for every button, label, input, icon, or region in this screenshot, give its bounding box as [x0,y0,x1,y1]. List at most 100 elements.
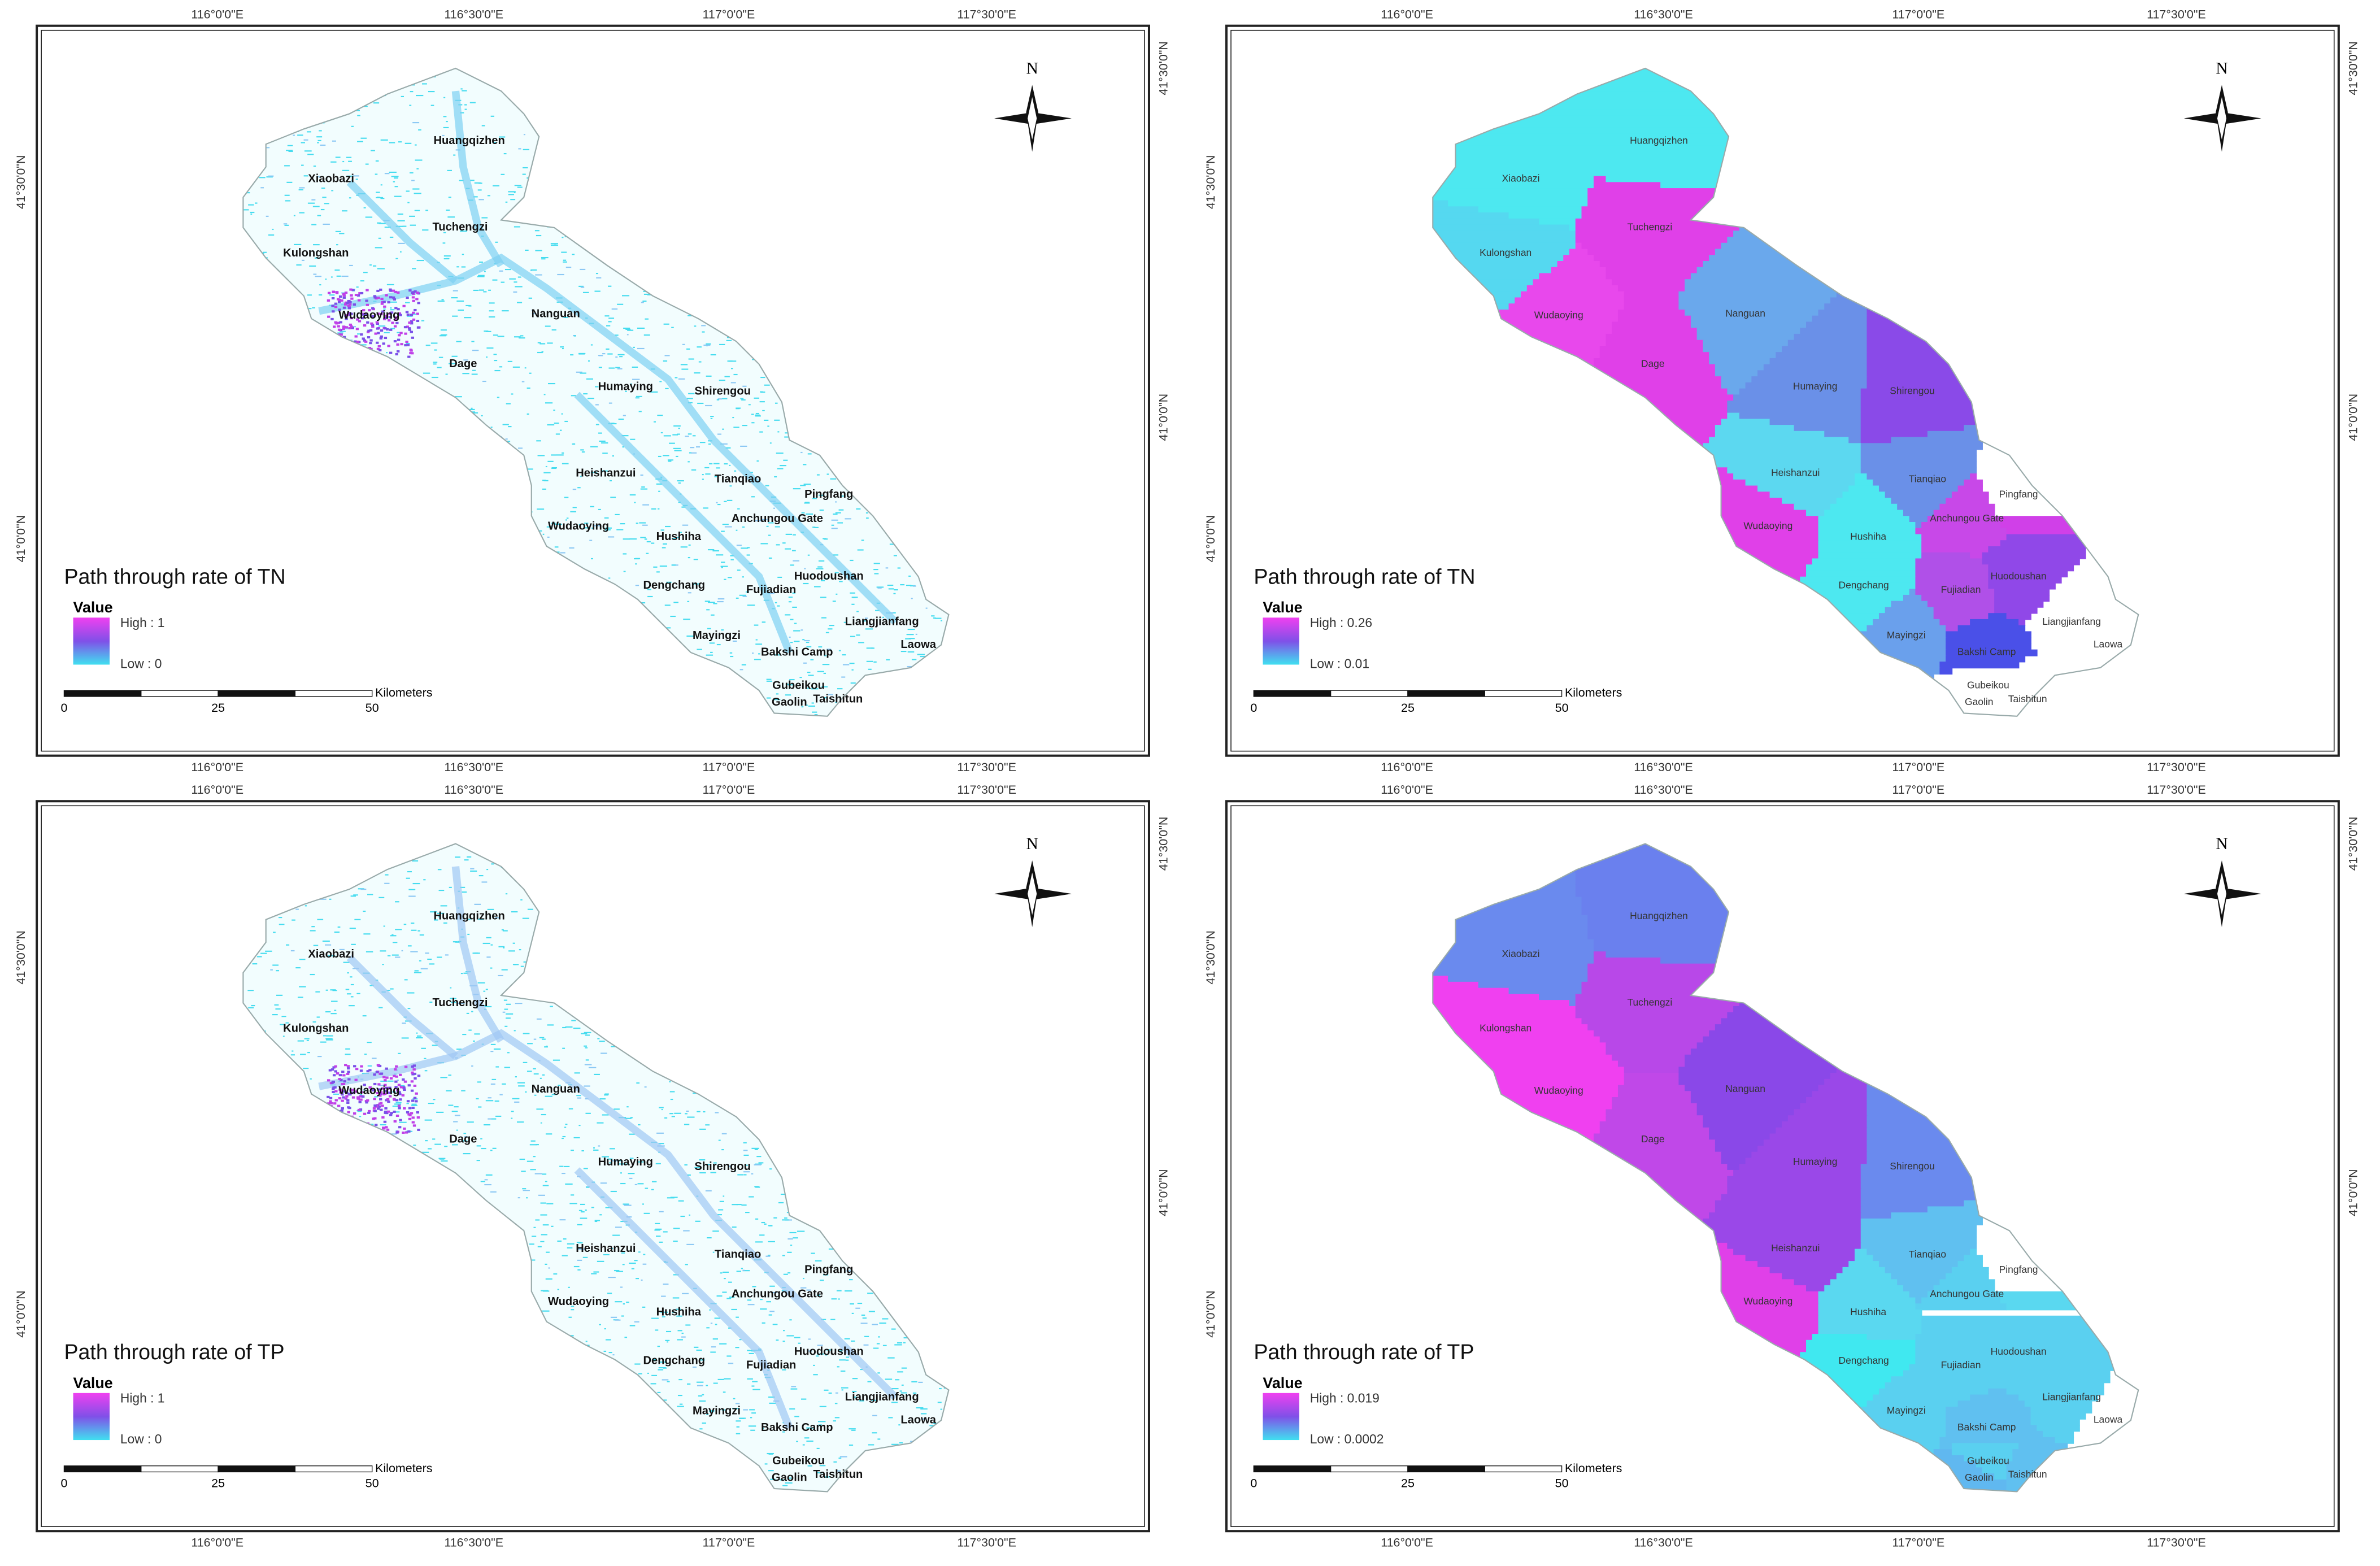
latitude-label: 41°0'0"N [1157,394,1171,441]
raster-cell [297,134,303,136]
raster-cell [604,1328,606,1330]
place-label: Liangjianfang [845,616,919,628]
raster-cell [391,296,395,299]
raster-cell [638,1251,641,1253]
raster-cell [476,1145,481,1147]
raster-cell [663,360,668,362]
raster-cell [632,366,638,368]
raster-cell [460,886,465,888]
raster-cell [827,694,834,695]
raster-cell [828,1392,832,1394]
raster-cell [405,302,410,303]
raster-cell [362,309,366,312]
raster-cell [940,620,943,621]
raster-cell [471,373,478,375]
raster-cell [688,393,695,394]
raster-cell [759,1234,765,1236]
raster-cell [341,275,349,277]
raster-cell [766,525,769,527]
raster-cell [328,955,336,956]
raster-cell [717,433,722,435]
raster-cell [542,480,546,481]
raster-cell [663,1231,668,1233]
raster-cell [821,580,825,581]
raster-cell [440,905,447,907]
raster-cell [286,150,293,151]
raster-cell [288,150,293,153]
raster-cell [817,1353,824,1355]
raster-cell [790,564,794,566]
raster-cell [380,139,388,141]
raster-cell [367,329,371,332]
raster-cell [350,317,354,320]
raster-cell [379,288,382,291]
raster-cell [837,688,843,690]
township-area [1946,631,2031,638]
raster-cell [793,630,800,632]
raster-cell [493,1048,501,1050]
raster-cell [522,1188,527,1190]
raster-cell [642,1263,647,1265]
raster-cell [831,524,834,526]
raster-cell [659,1361,666,1363]
raster-cell [831,519,838,521]
raster-cell [688,592,691,594]
place-label: Tuchengzi [433,221,488,233]
raster-cell [550,243,558,245]
raster-cell [476,1098,479,1099]
raster-cell [484,1184,491,1186]
raster-cell [933,1423,938,1424]
raster-cell [589,540,593,541]
raster-cell [468,305,472,307]
raster-cell [714,476,717,477]
township-area [1915,558,1983,566]
raster-cell [635,563,637,565]
longitude-label: 116°30'0"E [444,783,503,797]
raster-cell [384,227,391,228]
raster-cell [584,523,589,524]
raster-cell [412,188,420,190]
raster-cell [563,1165,570,1168]
raster-cell [797,1230,805,1232]
latitude-label: 41°30'0"N [14,930,28,985]
raster-cell [674,1112,681,1114]
raster-cell [350,312,353,315]
raster-cell [610,1190,617,1193]
township-area [1988,564,2074,572]
longitude-label: 117°0'0"E [703,1535,755,1549]
raster-cell [763,419,769,421]
raster-cell [307,131,311,133]
raster-cell [401,950,403,952]
raster-cell [594,1220,600,1221]
raster-cell [742,425,748,427]
raster-cell [314,257,320,259]
raster-cell [633,346,635,348]
raster-cell [412,122,420,124]
raster-cell [340,299,343,302]
raster-cell [750,1429,755,1431]
place-label: Fujiadian [746,584,796,596]
raster-cell [844,1338,850,1339]
raster-cell [357,1111,362,1112]
raster-cell [262,251,267,253]
raster-cell [399,251,402,253]
raster-cell [320,208,325,211]
raster-cell [695,1220,700,1222]
raster-cell [402,304,406,307]
raster-cell [276,994,283,996]
raster-cell [732,1226,737,1228]
raster-cell [818,560,825,562]
raster-cell [658,490,660,492]
raster-cell [416,292,419,294]
raster-cell [688,556,690,559]
raster-cell [577,1248,585,1250]
scale-unit: Kilometers [375,686,432,699]
raster-cell [720,1272,723,1274]
raster-cell [740,445,747,447]
raster-cell [841,676,846,678]
raster-cell [562,347,564,350]
raster-cell [603,1254,610,1256]
raster-cell [562,1255,568,1256]
raster-cell [586,1186,590,1188]
raster-cell [371,324,375,327]
